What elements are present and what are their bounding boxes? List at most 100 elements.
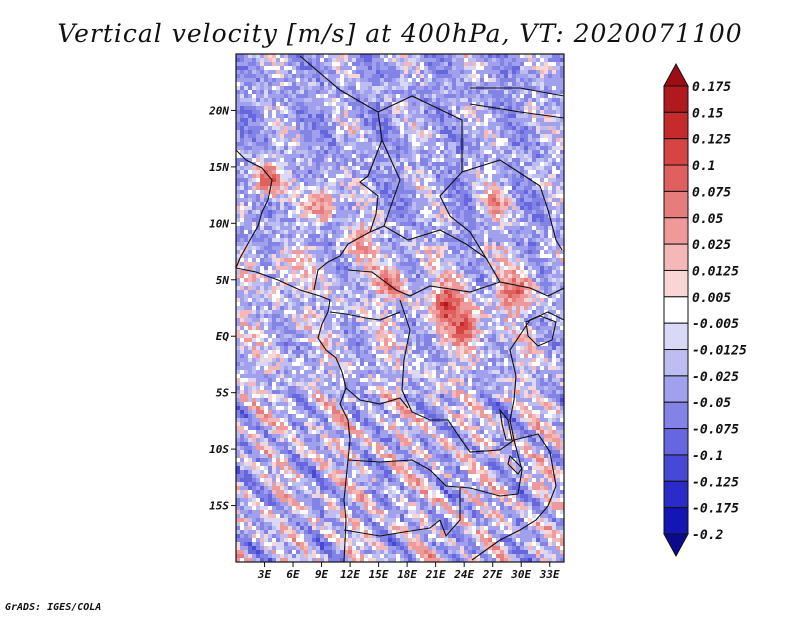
heatmap-cell [284,162,288,166]
heatmap-cell [404,290,408,294]
heatmap-cell [308,90,312,94]
heatmap-cell [336,98,340,102]
heatmap-cell [360,214,364,218]
heatmap-cell [280,182,284,186]
heatmap-cell [300,266,304,270]
heatmap-cell [352,126,356,130]
heatmap-cell [516,106,520,110]
heatmap-cell [464,210,468,214]
heatmap-cell [352,106,356,110]
heatmap-cell [480,230,484,234]
heatmap-cell [264,102,268,106]
heatmap-cell [296,294,300,298]
heatmap-cell [544,58,548,62]
heatmap-cell [312,266,316,270]
heatmap-cell [308,234,312,238]
heatmap-cell [440,86,444,90]
heatmap-cell [444,230,448,234]
heatmap-cell [364,98,368,102]
heatmap-cell [392,118,396,122]
heatmap-cell [312,258,316,262]
heatmap-cell [396,282,400,286]
heatmap-cell [356,210,360,214]
heatmap-cell [332,258,336,262]
heatmap-cell [292,102,296,106]
heatmap-cell [400,162,404,166]
heatmap-cell [344,126,348,130]
heatmap-cell [364,218,368,222]
heatmap-cell [500,130,504,134]
heatmap-cell [364,134,368,138]
heatmap-cell [252,106,256,110]
heatmap-cell [340,210,344,214]
heatmap-cell [496,238,500,242]
heatmap-cell [372,294,376,298]
heatmap-cell [256,282,260,286]
heatmap-cell [328,198,332,202]
heatmap-cell [292,258,296,262]
heatmap-cell [452,162,456,166]
heatmap-cell [436,170,440,174]
heatmap-cell [396,238,400,242]
heatmap-cell [352,242,356,246]
heatmap-cell [372,90,376,94]
heatmap-cell [512,246,516,250]
heatmap-cell [292,214,296,218]
heatmap-cell [324,150,328,154]
heatmap-cell [480,222,484,226]
heatmap-cell [456,162,460,166]
heatmap-cell [412,242,416,246]
heatmap-cell [384,174,388,178]
heatmap-cell [452,230,456,234]
heatmap-cell [412,262,416,266]
heatmap-cell [436,282,440,286]
heatmap-cell [556,246,560,250]
heatmap-cell [284,158,288,162]
heatmap-cell [344,226,348,230]
heatmap-cell [276,162,280,166]
heatmap-cell [372,222,376,226]
heatmap-cell [332,186,336,190]
heatmap-cell [488,190,492,194]
heatmap-cell [428,78,432,82]
heatmap-cell [548,210,552,214]
heatmap-cell [332,202,336,206]
heatmap-cell [376,242,380,246]
heatmap-cell [412,198,416,202]
heatmap-cell [244,98,248,102]
heatmap-cell [396,62,400,66]
heatmap-cell [300,210,304,214]
heatmap-cell [464,134,468,138]
heatmap-cell [512,278,516,282]
heatmap-cell [440,126,444,130]
heatmap-cell [392,242,396,246]
heatmap-cell [476,126,480,130]
heatmap-cell [296,142,300,146]
heatmap-cell [288,170,292,174]
heatmap-cell [432,206,436,210]
heatmap-cell [292,270,296,274]
heatmap-cell [544,110,548,114]
heatmap-cell [308,226,312,230]
heatmap-cell [512,162,516,166]
heatmap-cell [240,178,244,182]
heatmap-cell [348,282,352,286]
heatmap-cell [340,174,344,178]
heatmap-cell [296,62,300,66]
heatmap-cell [276,266,280,270]
heatmap-cell [348,182,352,186]
heatmap-cell [528,206,532,210]
heatmap-cell [320,74,324,78]
heatmap-cell [484,146,488,150]
heatmap-cell [520,118,524,122]
heatmap-cell [472,186,476,190]
heatmap-cell [296,218,300,222]
heatmap-cell [516,54,520,58]
heatmap-cell [516,146,520,150]
heatmap-cell [316,190,320,194]
heatmap-cell [552,234,556,238]
heatmap-cell [324,222,328,226]
heatmap-cell [256,146,260,150]
heatmap-cell [292,230,296,234]
heatmap-cell [328,158,332,162]
